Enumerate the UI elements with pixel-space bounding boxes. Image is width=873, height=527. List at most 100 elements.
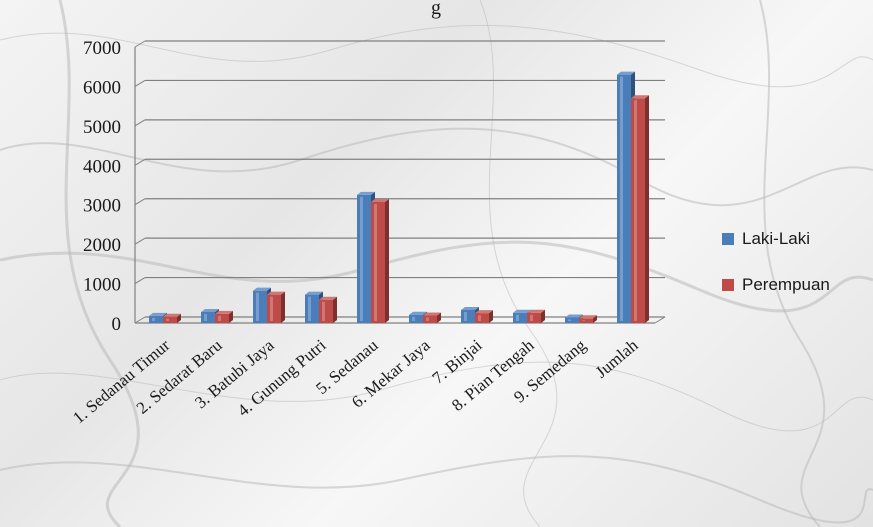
legend-label: Perempuan	[742, 275, 830, 294]
bar-top	[253, 287, 271, 291]
y-tick-label: 7000	[83, 38, 121, 59]
bar	[253, 290, 267, 323]
marble-vein	[0, 240, 873, 313]
bar	[565, 317, 579, 323]
bar-top	[461, 306, 479, 310]
bar-top	[149, 312, 167, 316]
y-tick-label: 0	[112, 314, 122, 335]
legend-swatch	[722, 279, 734, 291]
y-tick-label: 5000	[83, 117, 121, 138]
gridline-connector	[134, 158, 146, 166]
gridline-connector	[134, 119, 146, 127]
bar-highlight	[582, 320, 585, 321]
bar-side	[177, 313, 181, 323]
bar-highlight	[204, 313, 207, 321]
bar-highlight	[568, 319, 571, 321]
bar	[149, 315, 163, 323]
x-category-label: 4. Gunung Putri	[234, 335, 330, 420]
x-category-label: Jumlah	[592, 335, 642, 381]
bar-highlight	[620, 76, 623, 321]
bar-top	[565, 314, 583, 318]
bar-top	[163, 313, 181, 317]
bar-highlight	[360, 196, 363, 321]
marble-vein	[0, 127, 873, 207]
bar-top	[527, 309, 545, 313]
bar-top	[631, 95, 649, 99]
marble-vein	[0, 24, 873, 88]
legend-label: Laki-Laki	[742, 229, 810, 248]
y-tick-label: 4000	[83, 156, 121, 177]
y-tick-label: 1000	[83, 275, 121, 296]
bar-top	[513, 309, 531, 313]
bar	[631, 98, 645, 323]
bar-highlight	[322, 301, 325, 321]
bar	[215, 313, 229, 323]
bar-top	[423, 312, 441, 316]
legend: Laki-Laki Perempuan	[722, 229, 830, 294]
bar	[267, 294, 281, 323]
bar-top	[357, 191, 375, 195]
bar-highlight	[516, 314, 519, 321]
bar-highlight	[464, 311, 467, 321]
marble-vein	[0, 455, 873, 524]
floor-edge	[654, 316, 666, 324]
bar-top	[201, 308, 219, 312]
bar	[305, 294, 319, 323]
bar	[513, 312, 527, 323]
bar-side	[593, 315, 597, 323]
bar-highlight	[634, 100, 637, 321]
y-tick-label: 2000	[83, 235, 121, 256]
bar	[461, 309, 475, 323]
bar-top	[371, 198, 389, 202]
marble-vein	[759, 0, 826, 527]
bar-top	[215, 310, 233, 314]
bar-highlight	[412, 316, 415, 321]
bar	[617, 74, 631, 323]
marble-vein	[479, 0, 558, 527]
bar-side	[541, 309, 545, 323]
bar	[371, 201, 385, 323]
bar-top	[579, 315, 597, 319]
bar	[409, 314, 423, 323]
bar-top	[409, 311, 427, 315]
bar-side	[229, 310, 233, 323]
bar-highlight	[426, 317, 429, 321]
bar-side	[489, 310, 493, 323]
bar-side	[645, 95, 649, 323]
bar-highlight	[308, 296, 311, 321]
bar-side	[437, 312, 441, 323]
bar-top	[617, 71, 635, 75]
y-tick-label: 3000	[83, 196, 121, 217]
bar	[319, 299, 333, 323]
bar-highlight	[478, 315, 481, 321]
bar-highlight	[166, 318, 169, 321]
gridline-connector	[134, 79, 146, 87]
bar	[579, 318, 593, 323]
bar-side	[281, 291, 285, 323]
gridline-connector	[134, 198, 146, 206]
bar	[163, 316, 177, 323]
marble-vein	[58, 0, 140, 527]
bar-highlight	[270, 296, 273, 321]
bar-top	[319, 296, 337, 300]
bar	[527, 312, 541, 323]
bar-top	[305, 291, 323, 295]
chart-title: g	[431, 0, 441, 19]
bar-side	[385, 198, 389, 323]
bar-top	[475, 310, 493, 314]
bar	[357, 194, 371, 323]
gridline-connector	[134, 277, 146, 285]
bar	[201, 311, 215, 323]
bar	[475, 313, 489, 323]
legend-swatch	[722, 233, 734, 245]
bar-highlight	[530, 314, 533, 321]
gridline-connector	[134, 237, 146, 245]
marble-vein	[0, 361, 873, 432]
bar	[423, 315, 437, 323]
gridline-connector	[134, 316, 146, 324]
bar-highlight	[218, 315, 221, 321]
